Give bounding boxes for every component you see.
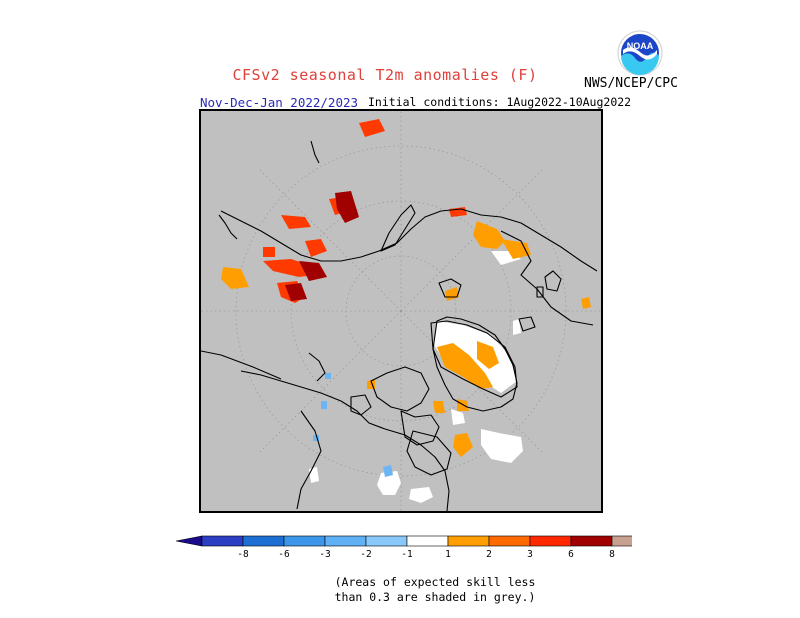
colorbar-swatch [570,535,613,547]
colorbar-tick-label: -3 [319,549,330,560]
colorbar-swatch [529,535,572,547]
colorbar-tick-label: 6 [568,549,574,560]
polar-map [201,111,601,511]
colorbar-swatch [283,535,326,547]
season-label: Nov-Dec-Jan 2022/2023 [200,95,359,110]
colorbar-swatch [611,535,632,547]
agency-label: NWS/NCEP/CPC [584,76,678,91]
colorbar-swatch [242,535,285,547]
colorbar-swatch [406,535,449,547]
coastlines [201,140,598,511]
dark-red-anomaly-regions [285,191,359,301]
noaa-logo-text: NOAA [627,41,654,51]
colorbar-tick-label: -1 [401,549,413,560]
skill-note-line-2: than 0.3 are shaded in grey.) [334,590,536,604]
chart-title: CFSv2 seasonal T2m anomalies (F) [232,66,538,84]
colorbar-tick-label: 1 [445,549,451,560]
blue-anomaly-regions [313,373,393,477]
colorbar-tick-label: 8 [609,549,615,560]
colorbar: -8 -6 -3 -2 -1 1 2 3 6 8 [175,535,632,560]
colorbar-swatch [365,535,408,547]
skill-note: (Areas of expected skill less than 0.3 a… [300,575,570,605]
white-anomaly-regions [309,251,523,503]
colorbar-swatch [201,535,244,547]
colorbar-tick-label: -6 [278,549,290,560]
colorbar-arrow-low [175,535,203,547]
map-panel [199,109,603,513]
colorbar-swatch [324,535,367,547]
skill-note-line-1: (Areas of expected skill less [334,575,536,589]
graticule [201,111,601,511]
colorbar-tick-label: -2 [360,549,371,560]
colorbar-swatch [447,535,490,547]
orange-anomaly-regions [221,221,591,457]
initial-conditions-label: Initial conditions: 1Aug2022-10Aug2022 [368,95,632,109]
colorbar-tick-label: 3 [527,549,533,560]
colorbar-tick-label: 2 [486,549,492,560]
noaa-logo: NOAA [617,30,663,76]
colorbar-tick-label: -8 [237,549,249,560]
colorbar-swatch [488,535,531,547]
